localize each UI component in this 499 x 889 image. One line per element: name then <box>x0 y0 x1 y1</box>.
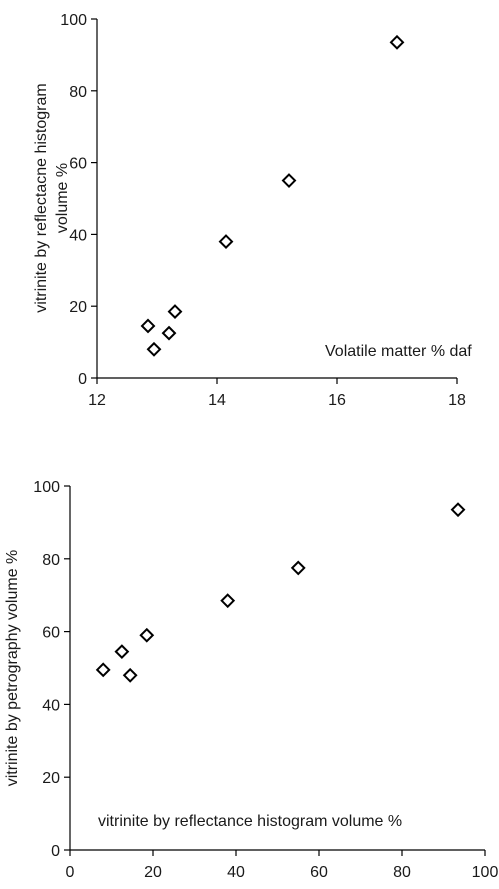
chart1-x-axis-title: Volatile matter % daf <box>325 343 472 360</box>
c2-y-tick-label: 60 <box>42 625 60 642</box>
chart2-y-axis-title: vitrinite by petrography volume % <box>4 550 21 787</box>
chart2-y-ticks: 0 20 40 60 80 100 <box>33 479 70 860</box>
c1-y-tick-label: 40 <box>69 227 87 244</box>
chart-1: 0 20 40 60 80 100 12 14 16 18 vitrinite by refle… <box>33 12 472 409</box>
c2-data-point <box>220 593 236 609</box>
c2-data-point <box>95 662 111 678</box>
c2-data-point <box>290 560 306 576</box>
c2-x-tick-label: 80 <box>393 864 411 881</box>
c1-y-tick-label: 20 <box>69 299 87 316</box>
chart1-y-axis-title-line-2: volume % <box>54 163 71 233</box>
c2-data-point <box>450 502 466 518</box>
chart1-points <box>140 34 405 357</box>
c2-x-tick-label: 0 <box>66 864 75 881</box>
c1-x-tick-label: 16 <box>328 392 346 409</box>
c1-y-tick-label: 80 <box>69 84 87 101</box>
c1-x-tick-label: 12 <box>88 392 106 409</box>
chart2-x-ticks: 0 20 40 60 80 100 <box>66 850 499 881</box>
c1-x-tick-label: 18 <box>448 392 466 409</box>
c1-y-tick-label: 0 <box>78 371 87 388</box>
c2-y-tick-label: 100 <box>33 479 60 496</box>
c2-y-tick-label: 40 <box>42 697 60 714</box>
c1-data-point <box>167 304 183 319</box>
c2-y-tick-label: 80 <box>42 552 60 569</box>
c2-y-tick-label: 0 <box>51 843 60 860</box>
c2-data-point <box>122 667 138 683</box>
chart1-y-axis-title-line-1: vitrinite by reflectacne histogram <box>33 83 50 312</box>
c1-y-tick-label: 100 <box>60 12 87 29</box>
chart1-x-ticks: 12 14 16 18 <box>88 378 466 409</box>
c1-data-point <box>140 318 156 334</box>
c2-x-tick-label: 40 <box>227 864 245 881</box>
c1-data-point <box>281 173 297 188</box>
c1-data-point <box>161 325 177 341</box>
chart-2: 0 20 40 60 80 100 0 20 40 60 80 100 vitrinite by p… <box>4 479 498 881</box>
c2-x-tick-label: 100 <box>472 864 499 881</box>
chart2-x-axis-title: vitrinite by reflectance histogram volum… <box>98 813 402 830</box>
chart1-y-ticks: 0 20 40 60 80 100 <box>60 12 97 388</box>
c2-x-tick-label: 20 <box>144 864 162 881</box>
c1-data-point <box>218 234 234 249</box>
c2-data-point <box>139 627 155 643</box>
c1-data-point <box>389 34 405 50</box>
chart2-points <box>95 502 466 683</box>
c2-x-tick-label: 60 <box>310 864 328 881</box>
c2-data-point <box>114 644 130 660</box>
c2-y-tick-label: 20 <box>42 770 60 787</box>
c1-y-tick-label: 60 <box>69 156 87 173</box>
c1-x-tick-label: 14 <box>208 392 226 409</box>
c1-data-point <box>146 341 162 357</box>
